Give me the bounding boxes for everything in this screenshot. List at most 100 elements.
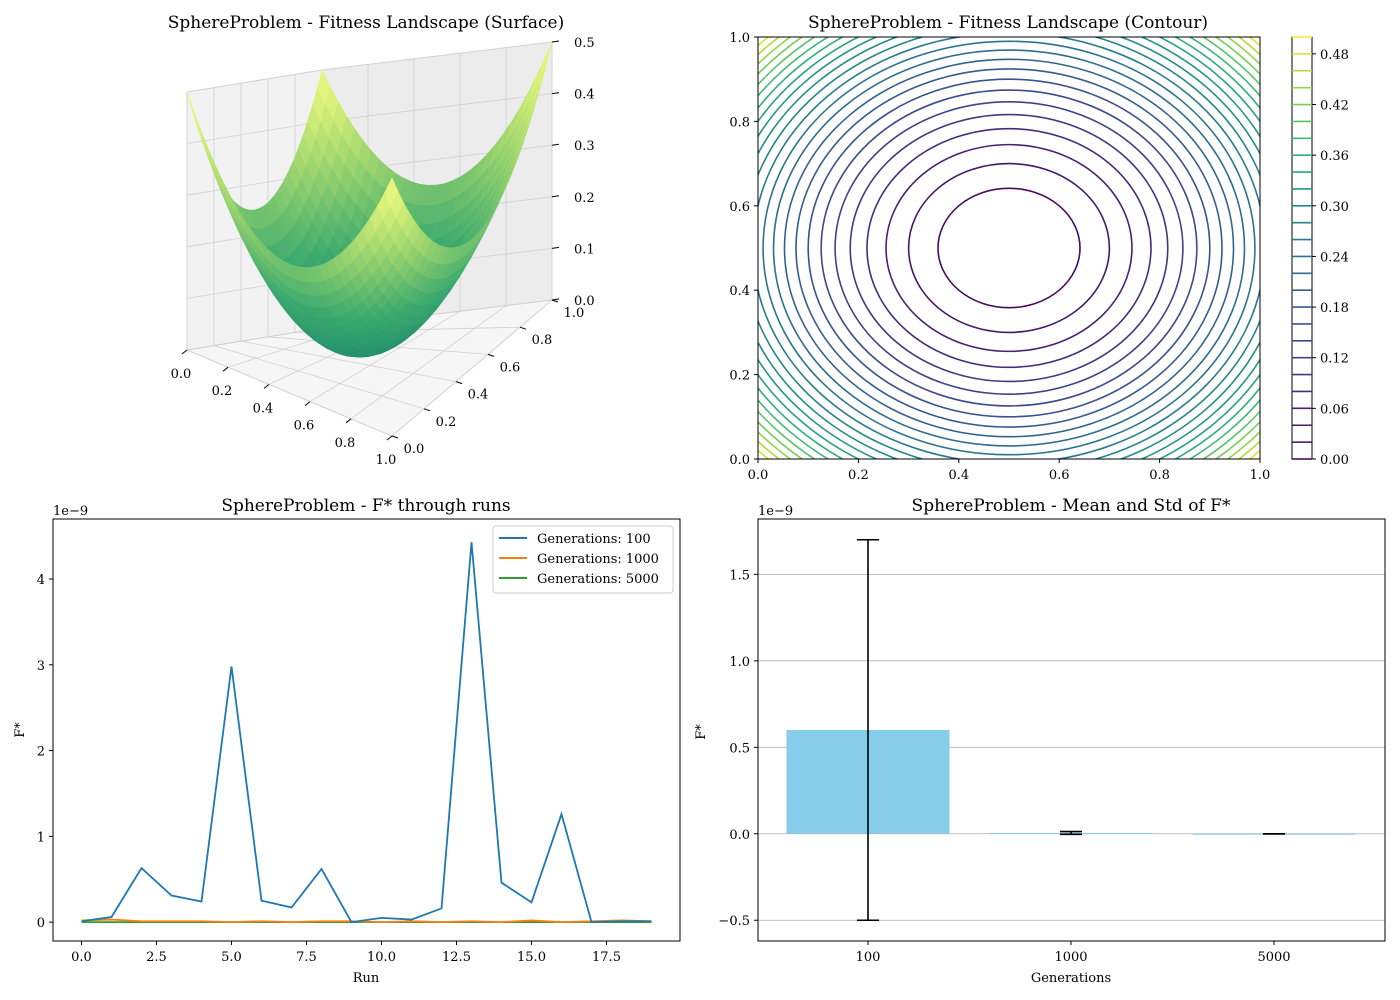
contour-level bbox=[758, 37, 1260, 459]
x-tick-label: 0.6 bbox=[294, 419, 315, 434]
contour-title: SphereProblem - Fitness Landscape (Conto… bbox=[808, 13, 1208, 33]
grid-y-floor bbox=[213, 345, 425, 410]
z-tick-mark bbox=[551, 246, 560, 249]
contour-level bbox=[849, 113, 1169, 383]
x-tick-mark bbox=[304, 401, 311, 406]
z-tick-mark bbox=[551, 143, 560, 146]
x-tick-label: 10.0 bbox=[367, 950, 396, 965]
x-tick-label: 7.5 bbox=[296, 950, 317, 965]
colorbar-tick-label: 0.30 bbox=[1320, 200, 1349, 215]
y-tick-label: 0.0 bbox=[404, 442, 425, 457]
z-tick-mark bbox=[551, 92, 560, 95]
contour-level bbox=[807, 78, 1211, 418]
x-tick-mark bbox=[345, 418, 352, 424]
y-tick-label: 1 bbox=[37, 830, 45, 845]
x-tick-label: 15.0 bbox=[517, 950, 546, 965]
colorbar-tick-label: 0.06 bbox=[1320, 402, 1349, 417]
legend-label-5000: Generations: 5000 bbox=[537, 572, 659, 587]
x-tick-label: 0.4 bbox=[253, 401, 274, 416]
line-ylabel: F* bbox=[13, 722, 28, 738]
y-tick-label: 0 bbox=[37, 916, 45, 931]
surface-title: SphereProblem - Fitness Landscape (Surfa… bbox=[168, 13, 564, 33]
y-tick-label: 1.0 bbox=[729, 655, 750, 670]
contour-level bbox=[758, 37, 1260, 459]
x-tick-mark bbox=[386, 435, 393, 441]
legend-label-1000: Generations: 1000 bbox=[537, 552, 659, 567]
contour-colorbar: 0.00 0.06 0.12 0.18 0.24 0.30 0.36 0.42 0.48 bbox=[1291, 36, 1349, 468]
y-tick-mark bbox=[487, 353, 495, 357]
colorbar-tick-label: 0.18 bbox=[1320, 301, 1349, 316]
line-series-group bbox=[81, 542, 652, 924]
bar-ylabel: F* bbox=[694, 724, 709, 740]
surface-mesh bbox=[186, 41, 553, 358]
z-tick-label: 0.3 bbox=[574, 139, 595, 154]
x-tick-mark bbox=[181, 349, 188, 355]
x-tick-label: 5000 bbox=[1257, 950, 1290, 965]
grid-y-floor bbox=[186, 349, 393, 437]
y-tick-label: 0.2 bbox=[436, 415, 457, 430]
x-tick-label: 1000 bbox=[1054, 950, 1087, 965]
bar-y-multiplier: 1e−9 bbox=[758, 504, 793, 519]
contour-level bbox=[834, 101, 1184, 395]
contour-level bbox=[783, 58, 1235, 438]
x-tick-label: 0.6 bbox=[1049, 468, 1070, 483]
x-tick-label: 0.0 bbox=[171, 367, 192, 382]
y-tick-label: 0.4 bbox=[468, 388, 489, 403]
bar-panel: SphereProblem - Mean and Std of F* −0.5 0… bbox=[694, 496, 1386, 986]
colorbar-tick-label: 0.00 bbox=[1320, 453, 1349, 468]
z-tick-label: 0.1 bbox=[574, 242, 595, 257]
contour-panel: SphereProblem - Fitness Landscape (Conto… bbox=[729, 13, 1349, 483]
x-tick-label: 0.8 bbox=[1149, 468, 1170, 483]
series-line bbox=[81, 918, 652, 924]
contour-level bbox=[762, 40, 1256, 456]
surface-ticks: 0.00.20.40.60.81.00.00.20.40.60.81.00.00… bbox=[171, 36, 595, 468]
legend-box bbox=[492, 525, 674, 594]
line-ticks: 0.0 2.5 5.0 7.5 10.0 12.5 15.0 17.5 0 1 2 3 4 bbox=[37, 573, 621, 965]
y-tick-label: 0.2 bbox=[729, 369, 750, 384]
y-tick-mark bbox=[519, 326, 527, 330]
z-tick-mark bbox=[551, 40, 560, 43]
y-tick-label: 0.6 bbox=[500, 360, 521, 375]
x-tick-mark bbox=[222, 366, 229, 372]
line-panel: SphereProblem - F* through runs 0.0 2.5 5.… bbox=[13, 496, 681, 986]
colorbar-tick-label: 0.48 bbox=[1320, 48, 1349, 63]
contour-level bbox=[758, 37, 1260, 459]
contour-level bbox=[758, 37, 1260, 459]
contour-lines bbox=[758, 37, 1260, 459]
colorbar-frame bbox=[1291, 36, 1313, 460]
bar-group bbox=[786, 730, 1356, 835]
contour-level bbox=[758, 37, 1260, 459]
z-tick-mark bbox=[551, 195, 560, 198]
line-legend: Generations: 100 Generations: 1000 Gener… bbox=[492, 525, 674, 594]
y-tick-label: 1.0 bbox=[729, 31, 750, 46]
y-tick-mark bbox=[455, 381, 463, 385]
y-tick-mark bbox=[423, 408, 431, 412]
z-tick-label: 0.4 bbox=[574, 88, 595, 103]
y-tick-label: 0.0 bbox=[729, 453, 750, 468]
colorbar-tick-label: 0.36 bbox=[1320, 149, 1349, 164]
y-tick-label: 0.5 bbox=[729, 741, 750, 756]
colorbar-tick-label: 0.12 bbox=[1320, 352, 1349, 367]
x-tick-mark bbox=[263, 384, 270, 389]
x-tick-label: 5.0 bbox=[221, 950, 242, 965]
y-tick-label: 3 bbox=[37, 659, 45, 674]
y-tick-label: −0.5 bbox=[718, 914, 750, 929]
z-tick-label: 0.0 bbox=[574, 294, 595, 309]
bar-ticks: −0.5 0.0 0.5 1.0 1.5 100 1000 5000 bbox=[718, 568, 1290, 965]
x-tick-label: 0.8 bbox=[335, 436, 356, 451]
y-tick-mark bbox=[391, 435, 399, 439]
surface-panel: SphereProblem - Fitness Landscape (Surfa… bbox=[168, 13, 595, 468]
y-tick-label: 0.8 bbox=[532, 333, 553, 348]
contour-level bbox=[907, 162, 1111, 334]
colorbar-tick-label: 0.42 bbox=[1320, 99, 1349, 114]
line-title: SphereProblem - F* through runs bbox=[221, 496, 510, 516]
y-tick-label: 4 bbox=[37, 573, 45, 588]
contour-level bbox=[758, 37, 1260, 459]
legend-label-100: Generations: 100 bbox=[537, 532, 651, 547]
contour-level bbox=[820, 89, 1198, 407]
x-tick-label: 0.4 bbox=[948, 468, 969, 483]
z-tick-label: 0.2 bbox=[574, 191, 595, 206]
y-tick-label: 1.5 bbox=[729, 568, 750, 583]
bar-title: SphereProblem - Mean and Std of F* bbox=[912, 496, 1231, 516]
errorbar-group bbox=[857, 538, 1285, 922]
